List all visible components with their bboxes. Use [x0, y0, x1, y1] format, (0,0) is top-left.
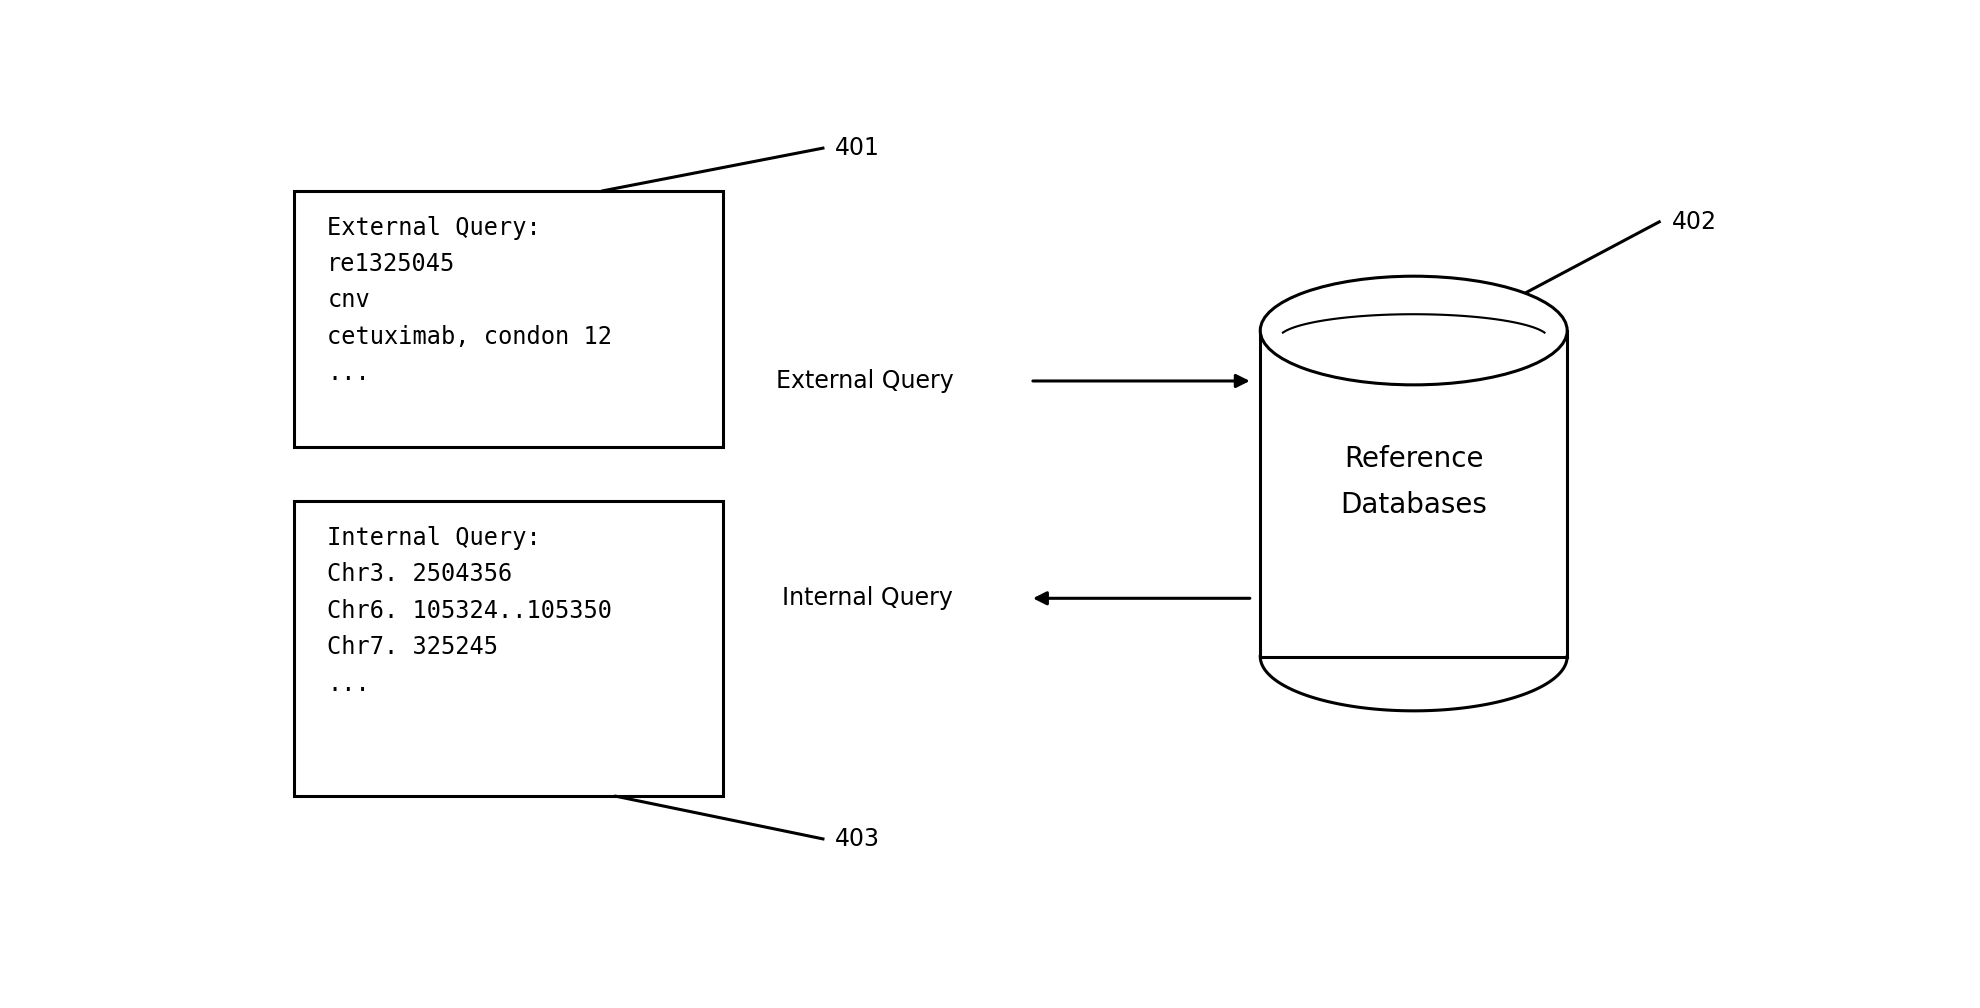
Text: Reference
Databases: Reference Databases [1340, 446, 1487, 519]
Text: External Query: External Query [776, 369, 954, 393]
Text: 401: 401 [836, 136, 879, 160]
Bar [293, 191, 723, 447]
Bar [1259, 331, 1568, 656]
Text: Internal Query:
Chr3. 2504356
Chr6. 105324..105350
Chr7. 325245
...: Internal Query: Chr3. 2504356 Chr6. 1053… [327, 526, 612, 696]
Text: Internal Query: Internal Query [782, 587, 954, 610]
Text: 403: 403 [836, 827, 881, 851]
Bar [293, 501, 723, 796]
Text: 402: 402 [1671, 210, 1717, 234]
Ellipse shape [1259, 276, 1568, 385]
Text: External Query:
re1325045
cnv
cetuximab, condon 12
...: External Query: re1325045 cnv cetuximab,… [327, 216, 612, 385]
